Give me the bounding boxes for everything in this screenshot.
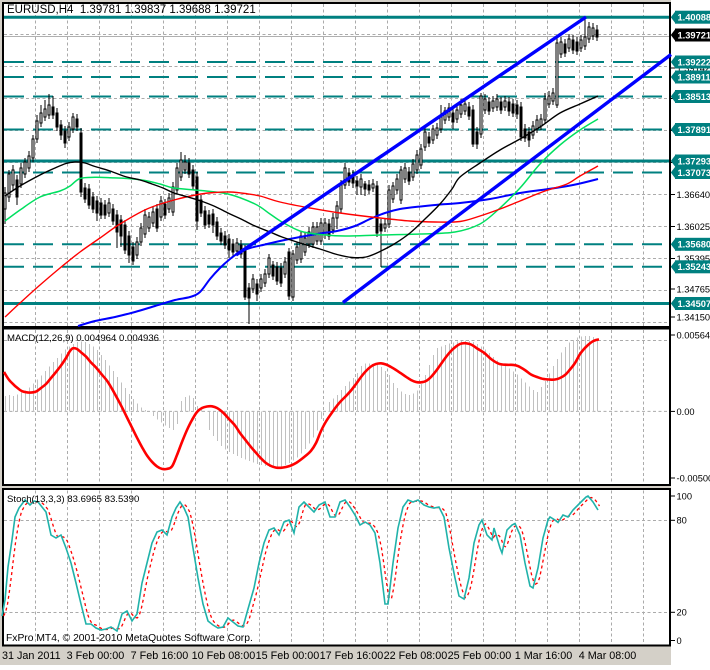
svg-text:EURUSD,H4 1.39781 1.39837 1.3: EURUSD,H4 1.39781 1.39837 1.39688 1.3972…: [7, 4, 256, 16]
svg-text:0: 0: [677, 636, 682, 646]
svg-text:1.39222: 1.39222: [678, 57, 710, 67]
svg-text:22 Feb 08:00: 22 Feb 08:00: [384, 650, 448, 662]
svg-text:10 Feb 08:00: 10 Feb 08:00: [192, 650, 256, 662]
svg-text:1.40088: 1.40088: [678, 13, 710, 23]
svg-text:80: 80: [677, 516, 687, 526]
svg-text:MACD(12,26,9) 0.004964 0.00493: MACD(12,26,9) 0.004964 0.004936: [7, 333, 159, 344]
svg-text:1.37891: 1.37891: [678, 125, 710, 135]
svg-text:-0.00500: -0.00500: [677, 473, 710, 483]
svg-text:1.37073: 1.37073: [678, 168, 710, 178]
svg-text:Stoch(13,3,3) 83.6965 83.5390: Stoch(13,3,3) 83.6965 83.5390: [7, 494, 139, 505]
svg-text:1.35243: 1.35243: [678, 262, 710, 272]
svg-text:3 Feb 00:00: 3 Feb 00:00: [67, 650, 125, 662]
svg-text:31 Jan 2011: 31 Jan 2011: [2, 650, 61, 662]
svg-text:1.35680: 1.35680: [678, 240, 710, 250]
svg-text:7 Feb 16:00: 7 Feb 16:00: [131, 650, 189, 662]
svg-text:FxPro MT4, © 2001-2010 MetaQuo: FxPro MT4, © 2001-2010 MetaQuotes Softwa…: [6, 633, 253, 644]
svg-text:1.34765: 1.34765: [677, 284, 710, 294]
svg-text:17 Feb 16:00: 17 Feb 16:00: [320, 650, 384, 662]
svg-text:20: 20: [677, 608, 687, 618]
svg-text:0.00564: 0.00564: [677, 330, 710, 340]
svg-text:1.36640: 1.36640: [677, 190, 710, 200]
svg-text:1.34150: 1.34150: [677, 312, 710, 322]
svg-text:1.38911: 1.38911: [678, 72, 710, 82]
svg-text:1.38513: 1.38513: [678, 92, 710, 102]
svg-text:1 Mar 16:00: 1 Mar 16:00: [515, 650, 573, 662]
svg-text:15 Feb 00:00: 15 Feb 00:00: [256, 650, 320, 662]
svg-text:1.37293: 1.37293: [678, 156, 710, 166]
svg-text:100: 100: [677, 491, 693, 501]
svg-text:1.34507: 1.34507: [678, 299, 710, 309]
svg-text:4 Mar 08:00: 4 Mar 08:00: [579, 650, 637, 662]
svg-text:1.39721: 1.39721: [678, 30, 710, 40]
svg-text:0.00: 0.00: [677, 407, 695, 417]
svg-text:1.36025: 1.36025: [677, 222, 710, 232]
svg-text:25 Feb 00:00: 25 Feb 00:00: [448, 650, 512, 662]
